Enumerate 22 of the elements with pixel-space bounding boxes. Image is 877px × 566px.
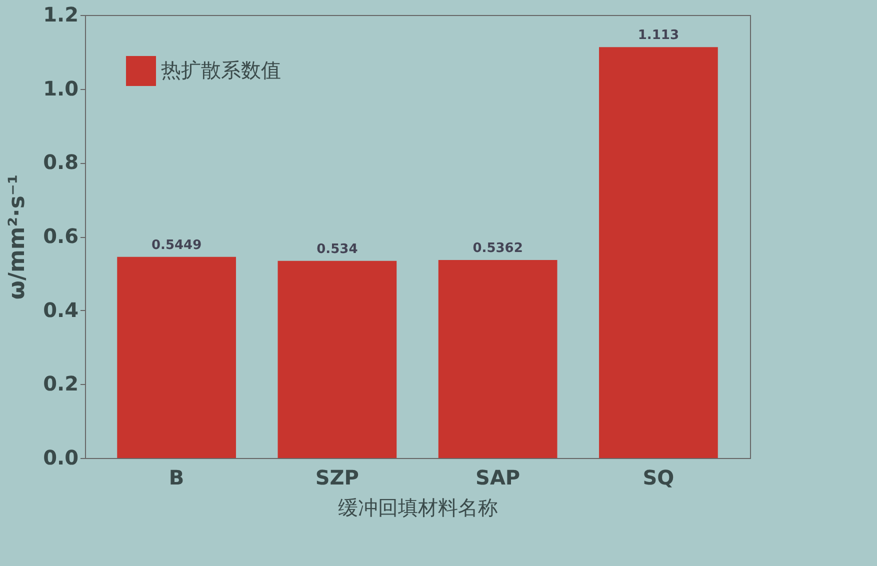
y-tick-label: 0.4 (43, 298, 78, 322)
bar (599, 47, 718, 458)
bar (278, 260, 397, 458)
data-label: 0.5362 (472, 241, 523, 256)
y-tick-label: 1.2 (43, 2, 78, 26)
data-label: 0.534 (316, 242, 358, 257)
y-tick-label: 1.0 (43, 76, 78, 100)
bar (438, 260, 558, 458)
y-tick-label: 0.6 (43, 224, 78, 248)
data-label: 0.5449 (151, 238, 202, 253)
bar (117, 256, 236, 458)
x-tick-label: SQ (642, 466, 674, 490)
legend-label: 热扩散系数值 (161, 58, 281, 82)
x-tick-label: B (168, 466, 184, 490)
x-tick-label: SZP (315, 466, 359, 490)
y-axis-title: ω/mm²·s⁻¹ (5, 174, 30, 300)
x-tick-label: SAP (476, 466, 520, 490)
y-tick-label: 0.0 (43, 446, 78, 470)
x-axis-title: 缓冲回填材料名称 (338, 496, 498, 520)
y-tick-label: 0.2 (43, 372, 78, 396)
y-tick-label: 0.8 (43, 150, 78, 174)
data-label: 1.113 (638, 28, 680, 44)
